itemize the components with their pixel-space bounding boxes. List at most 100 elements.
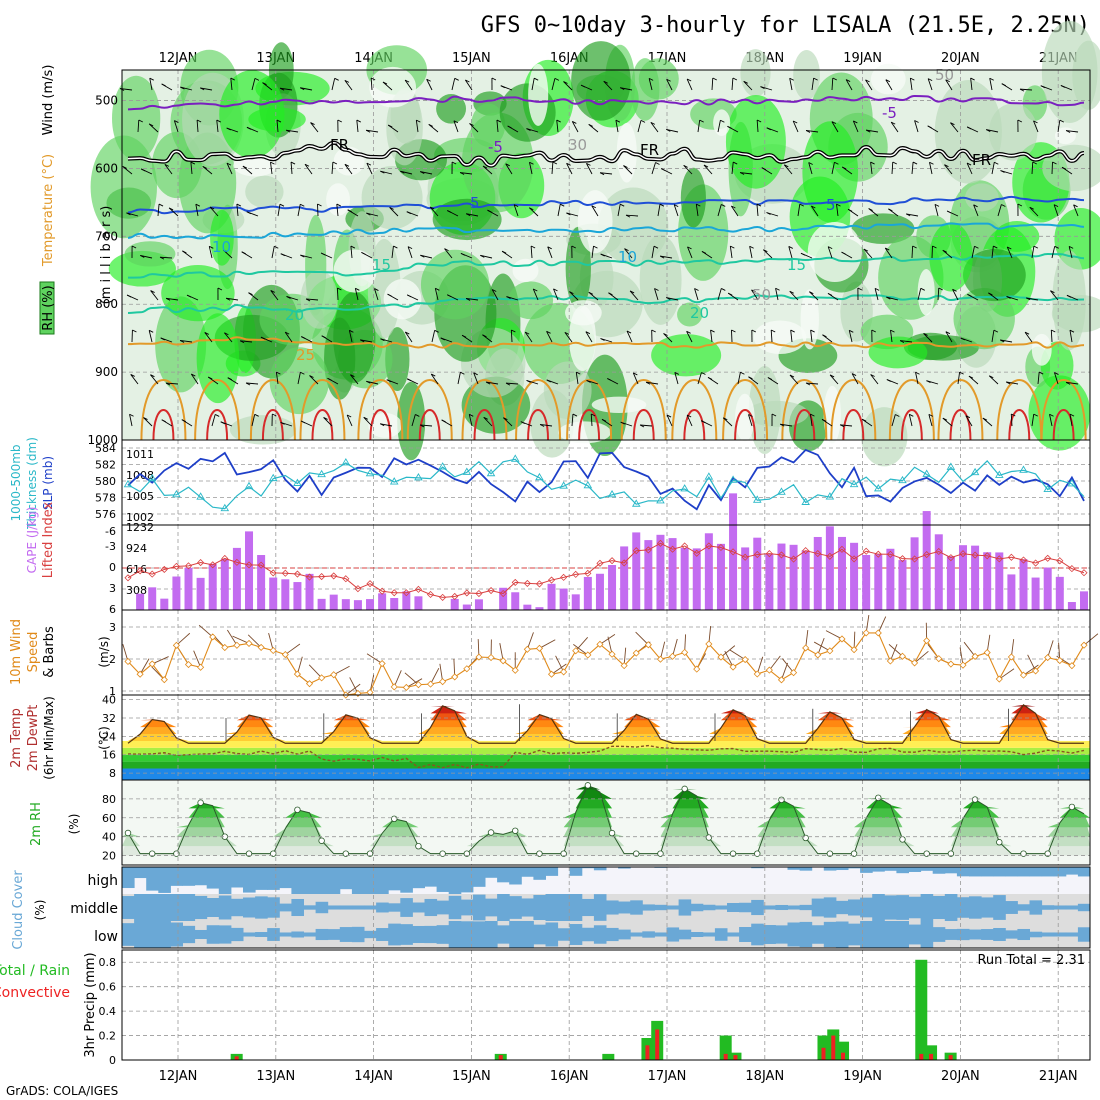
li-marker [475,589,483,598]
cape-bar [680,547,689,610]
cloud-bar [993,927,1006,942]
wind-barb-flag [633,372,638,376]
li-marker [971,551,979,559]
wind10-marker [414,681,422,689]
li-marker [814,549,822,558]
wind-barb-flag [839,424,845,428]
wind10-barb [198,624,214,638]
temp-contour-hot [578,409,601,441]
wind10-marker [959,661,967,669]
wind-barb-flag [730,245,735,249]
wind-barb-flag [366,212,371,216]
wind-barb-flag [849,329,854,333]
cloud-bar [412,867,425,889]
wind-barb [806,129,819,133]
wind-barb [503,417,513,427]
wind-barb-flag [1038,371,1044,375]
cape-bar [450,598,459,610]
wind-barb [150,374,159,385]
wind-barb [603,80,613,91]
wind-barb [230,78,233,91]
wind-barb-flag [365,129,371,133]
thickness-marker [268,473,278,482]
cloud-bar [969,867,982,877]
cape-bar [692,548,701,610]
wind-barb-flag [874,287,880,291]
temp-contour-hot [1052,409,1075,441]
wind-barb-flag [480,254,485,258]
cloud-bar [497,894,510,921]
wind-barb [729,246,733,259]
wind-barb-flag [885,79,891,83]
cloud-bar [1029,931,1043,938]
wind-barb-flag [466,213,471,217]
wind-barb [1051,246,1056,259]
cloud-bar [436,867,450,892]
wind-barb-flag [799,203,804,207]
wind-barb-flag [851,373,857,376]
cloud-bar [1053,867,1067,877]
precip-ytick: 0.4 [99,1005,117,1018]
cape-bar [281,579,290,610]
wind-barb-flag [970,77,975,81]
temp-contour-hot [900,409,923,441]
wind-barb-flag [217,287,223,291]
li-marker [184,562,193,570]
wind10-barb [526,632,534,650]
wind-barb-flag [863,248,869,252]
thickness-line [127,458,1085,510]
wind10-barb [769,655,781,671]
precip-total-bar [925,1045,938,1060]
cape-bar [499,587,508,610]
rh2m-marker [754,850,761,857]
date-label-top: 15JAN [452,51,491,66]
wind10-marker [305,680,314,688]
wind-barb-flag [492,289,497,292]
cloud-bar [1017,867,1030,877]
wind-barb [914,120,919,133]
li-marker [838,545,846,553]
wind-barb [848,330,853,343]
cloud-bar [436,925,450,944]
wind10-barb [268,632,274,651]
wind-barb-flag [608,292,613,296]
cloud-bar [739,926,752,943]
cloud-bar [364,905,377,910]
temp2m-axis-label-line: 2m Temp [9,708,24,768]
wind-barb [831,162,835,175]
wind-barb-flag [701,420,706,424]
wind-barb-flag [505,382,511,386]
thickness-marker [704,472,714,480]
cloud-bar [351,867,365,894]
thickness-marker [341,458,351,466]
wind-barb [686,414,693,427]
rh2m-marker [971,796,979,803]
wind-barb-flag [405,331,410,335]
rh-dry-patch [713,109,731,137]
wind-barb-flag [1040,85,1045,89]
wind-barb-flag [603,80,608,84]
wind-barb [556,120,559,133]
cloud-bar [255,932,268,937]
thickness-ytick: 576 [95,508,116,521]
wind-barb-flag [181,419,187,423]
li-marker [414,585,422,593]
cloud-bar [230,927,244,942]
wind-barb [952,289,959,301]
li-marker [136,567,144,575]
wind-barb [429,206,439,217]
wind-barb-flag [789,290,794,294]
wind-barb-flag [932,245,937,249]
wind-barb-flag [865,129,871,133]
cape-bar [922,511,931,610]
wind-barb-flag [809,291,814,295]
contour-label: 20 [285,306,304,324]
temp2m-ytick: 24 [102,730,116,743]
wind-barb-flag [310,122,315,125]
wind-barb [236,204,239,217]
wind-barb [222,249,233,259]
wind-barb-flag [751,329,757,333]
wind-barb-flag [143,417,148,420]
wind-barb-flag [186,294,192,298]
wind-barb [344,164,353,175]
